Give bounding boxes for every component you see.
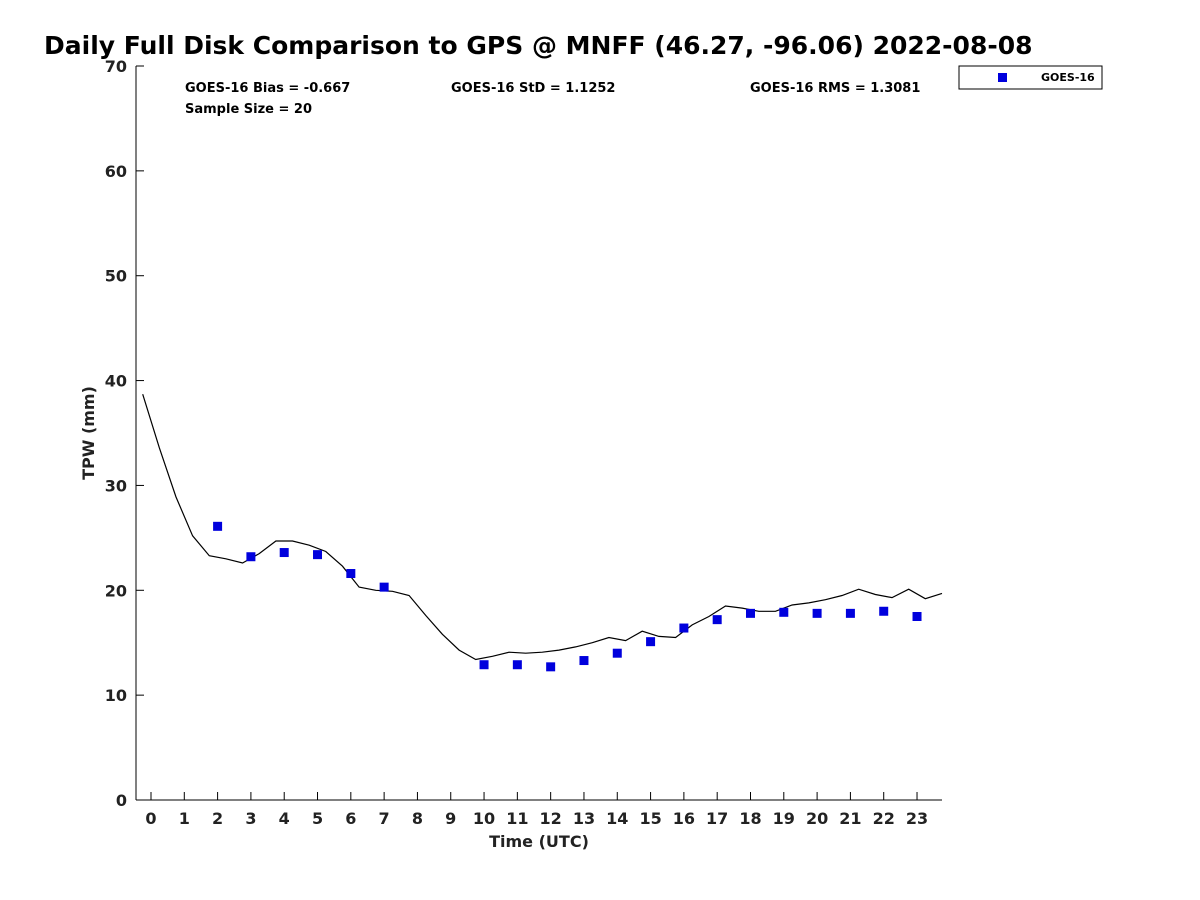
y-ticks: 0 10 20 30 40 50 60 70: [105, 57, 144, 810]
x-axis-label: Time (UTC): [489, 832, 589, 851]
goes16-point: [612, 648, 622, 658]
x-tick-label: 4: [279, 809, 290, 828]
x-tick-label: 0: [145, 809, 156, 828]
x-tick-label: 18: [739, 809, 761, 828]
goes16-point: [279, 548, 289, 558]
y-tick-label: 40: [105, 372, 127, 391]
std-stat: GOES-16 StD = 1.1252: [451, 81, 615, 96]
y-tick-label: 0: [116, 791, 127, 810]
goes16-point: [879, 606, 889, 616]
x-tick-label: 13: [573, 809, 595, 828]
legend: GOES-16: [958, 65, 1103, 90]
goes16-point: [346, 569, 356, 579]
x-tick-label: 5: [312, 809, 323, 828]
x-tick-label: 6: [345, 809, 356, 828]
x-tick-label: 11: [506, 809, 528, 828]
legend-box: [958, 65, 1103, 90]
y-axis-label: TPW (mm): [79, 386, 98, 480]
goes16-point: [679, 623, 689, 633]
y-tick-label: 70: [105, 57, 127, 76]
legend-marker-goes16: [998, 73, 1007, 82]
x-tick-label: 17: [706, 809, 728, 828]
y-tick-label: 20: [105, 581, 127, 600]
x-tick-label: 16: [673, 809, 695, 828]
x-tick-label: 19: [773, 809, 795, 828]
gps-line: [142, 394, 943, 661]
x-tick-label: 14: [606, 809, 628, 828]
x-tick-label: 10: [473, 809, 495, 828]
x-tick-label: 2: [212, 809, 223, 828]
x-tick-label: 22: [873, 809, 895, 828]
goes16-point: [379, 582, 389, 592]
x-tick-label: 23: [906, 809, 928, 828]
x-tick-label: 8: [412, 809, 423, 828]
goes16-point: [779, 607, 789, 617]
gps-series: [142, 394, 943, 661]
x-tick-label: 12: [540, 809, 562, 828]
x-tick-label: 15: [639, 809, 661, 828]
y-tick-label: 60: [105, 162, 127, 181]
goes16-point: [812, 608, 822, 618]
goes16-point: [745, 608, 755, 618]
x-tick-label: 20: [806, 809, 828, 828]
x-ticks: 0 1 2 3 4 5 6 7 8 9 10 11 12 13 14 15 16 17 18 19 20 21 22 23: [145, 792, 928, 828]
x-tick-label: 7: [379, 809, 390, 828]
goes16-point: [313, 550, 323, 560]
legend-label-goes16: GOES-16: [1041, 71, 1095, 84]
x-tick-label: 9: [445, 809, 456, 828]
x-tick-label: 21: [839, 809, 861, 828]
y-tick-label: 50: [105, 267, 127, 286]
goes16-series: [213, 521, 922, 672]
rms-stat: GOES-16 RMS = 1.3081: [750, 81, 920, 96]
y-tick-label: 30: [105, 476, 127, 495]
goes16-point: [712, 615, 722, 625]
goes16-point: [479, 660, 489, 670]
goes16-point: [246, 552, 256, 562]
goes16-point: [546, 662, 556, 672]
goes16-point: [579, 656, 589, 666]
bias-stat: GOES-16 Bias = -0.667: [185, 81, 350, 96]
goes16-point: [512, 660, 522, 670]
goes16-point: [213, 521, 223, 531]
x-tick-label: 1: [179, 809, 190, 828]
chart-title: Daily Full Disk Comparison to GPS @ MNFF…: [44, 31, 1033, 60]
goes16-point: [912, 612, 922, 621]
x-tick-label: 3: [245, 809, 256, 828]
goes16-point: [646, 637, 656, 647]
sample-size-stat: Sample Size = 20: [185, 102, 312, 117]
plot-axes: [135, 66, 942, 801]
goes16-point: [845, 608, 855, 618]
y-tick-label: 10: [105, 686, 127, 705]
